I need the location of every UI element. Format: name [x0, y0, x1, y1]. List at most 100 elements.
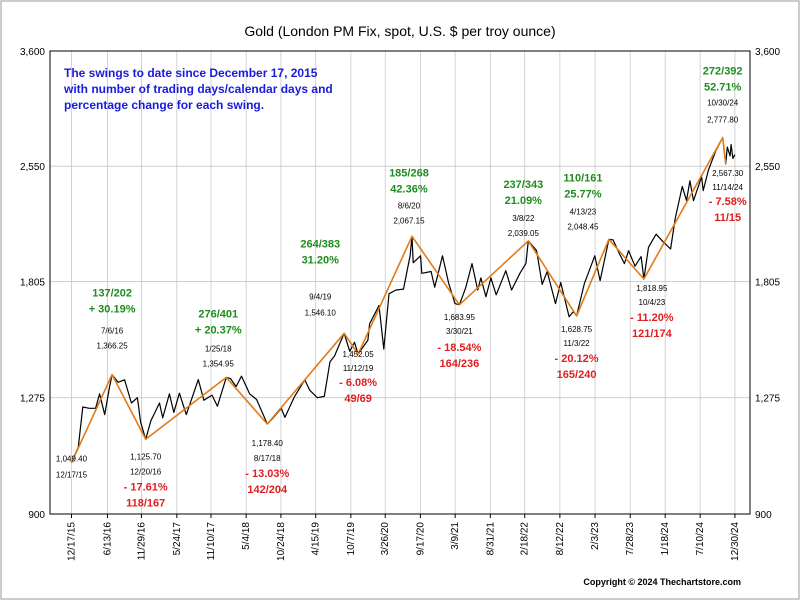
swing-annotation-label: 272/392	[703, 66, 743, 78]
swing-annotation-label: 42.36%	[390, 183, 428, 195]
swing-annotation-label: 4/13/23	[570, 207, 597, 216]
swing-annotation-label: 11/14/24	[712, 183, 743, 192]
x-tick-label: 9/17/20	[415, 522, 426, 556]
y-tick-label-left: 2,550	[20, 162, 45, 173]
swing-annotation-label: 10/30/24	[707, 99, 739, 108]
swing-annotation-label: 1,125.70	[130, 452, 162, 461]
swing-annotation-label: 1,683.95	[444, 313, 476, 322]
x-tick-label: 5/24/17	[172, 522, 183, 556]
swing-annotation-label: 110/161	[563, 172, 602, 184]
swing-annotation-label: 11/15	[714, 212, 741, 224]
swing-annotation-label: 276/401	[198, 308, 238, 320]
swing-annotation-label: 3/8/22	[512, 214, 535, 223]
y-tick-label-left: 1,805	[20, 278, 45, 289]
swing-annotation-label: - 20.12%	[555, 353, 599, 365]
note-line-3: percentage change for each swing.	[64, 98, 264, 112]
x-tick-label: 11/10/17	[206, 522, 217, 561]
swing-annotation-label: + 20.37%	[195, 324, 242, 336]
x-tick-label: 5/4/18	[241, 522, 252, 550]
x-tick-label: 3/9/21	[450, 522, 461, 550]
y-tick-label-left: 900	[28, 510, 45, 521]
x-tick-label: 2/18/22	[520, 522, 531, 556]
y-tick-label-left: 1,275	[20, 394, 45, 405]
swing-annotation-label: 1,818.95	[636, 284, 668, 293]
x-tick-label: 8/12/22	[555, 522, 566, 556]
swing-annotation-label: 21.09%	[505, 195, 543, 207]
swing-annotation-label: 12/17/15	[56, 471, 88, 480]
x-tick-label: 10/7/19	[346, 522, 357, 556]
swing-annotation-label: 12/20/16	[130, 467, 162, 476]
swing-annotation-label: 118/167	[126, 497, 165, 509]
swing-annotation-label: 1/25/18	[205, 344, 232, 353]
x-tick-label: 12/17/15	[67, 522, 78, 561]
axis-layer: 900 900 1,275 1,275 1,805 1,805 2,550 2,550 3,60…	[20, 47, 780, 561]
note-line-2: with number of trading days/calendar day…	[63, 82, 333, 96]
swing-annotation-label: 52.71%	[704, 82, 742, 94]
y-tick-label-left: 3,600	[20, 47, 45, 58]
swing-annotation-label: - 13.03%	[245, 468, 289, 480]
swing-annotation-label: 1,366.25	[97, 342, 129, 351]
copyright-text: Copyright © 2024 Thechartstore.com	[583, 577, 741, 587]
swing-annotation-label: - 7.58%	[709, 196, 747, 208]
x-tick-label: 4/15/19	[311, 522, 322, 556]
swing-annotation-label: 2,039.05	[508, 229, 540, 238]
swing-annotation-label: 121/174	[632, 328, 673, 340]
gold-price-line	[70, 137, 736, 463]
swing-annotation-label: 1,546.10	[305, 308, 337, 317]
chart-title: Gold (London PM Fix, spot, U.S. $ per tr…	[244, 23, 555, 39]
swing-annotation-label: 185/268	[389, 167, 429, 179]
swing-annotation-label: 1,354.95	[203, 359, 235, 368]
series-layer	[70, 136, 736, 464]
swing-annotation-label: 7/6/16	[101, 327, 124, 336]
swing-annotation-label: 31.20%	[302, 254, 340, 266]
x-tick-label: 3/26/20	[380, 522, 391, 556]
swing-annotation-label: 9/4/19	[309, 292, 332, 301]
y-tick-label-right: 900	[755, 510, 772, 521]
swing-annotation-label: 2,567.30	[712, 169, 744, 178]
swing-trend-line	[70, 136, 727, 464]
swing-annotation-label: 237/343	[503, 179, 543, 191]
swing-annotation-label: 1,452.05	[343, 350, 375, 359]
swing-annotation-label: 165/240	[557, 369, 597, 381]
annotation-layer: 1,049.40 12/17/15 137/202 + 30.19% 7/6/16 1,3…	[56, 66, 747, 510]
swing-annotation-label: 137/202	[92, 288, 132, 300]
swing-annotation-label: 1,178.40	[252, 439, 284, 448]
swing-annotation-label: 25.77%	[564, 188, 602, 200]
swing-annotation-label: 8/17/18	[254, 454, 281, 463]
swing-annotation-label: 49/69	[344, 393, 372, 405]
swing-annotation-label: - 17.61%	[124, 481, 168, 493]
y-tick-label-right: 2,550	[755, 162, 780, 173]
swing-annotation-label: 1,049.40	[56, 455, 88, 464]
y-tick-label-right: 1,275	[755, 394, 780, 405]
swing-annotation-label: 10/4/23	[639, 298, 666, 307]
y-tick-label-right: 3,600	[755, 47, 780, 58]
x-tick-label: 11/29/16	[136, 522, 147, 561]
swing-annotation-label: 164/236	[440, 358, 480, 370]
swing-annotation-label: - 11.20%	[630, 312, 674, 324]
x-tick-label: 6/13/16	[102, 522, 113, 556]
swing-annotation-label: 2,777.80	[707, 116, 739, 125]
swing-annotation-label: 142/204	[247, 484, 288, 496]
swing-annotation-label: - 6.08%	[339, 377, 377, 389]
x-tick-label: 7/10/24	[695, 522, 706, 556]
note-line-1: The swings to date since December 17, 20…	[64, 66, 318, 80]
swing-annotation-label: - 18.54%	[437, 342, 481, 354]
x-tick-label: 7/28/23	[625, 522, 636, 556]
x-tick-label: 8/31/21	[485, 522, 496, 556]
swing-annotation-label: 3/30/21	[446, 327, 473, 336]
x-tick-label: 10/24/18	[276, 522, 287, 561]
swing-annotation-label: 2,048.45	[567, 222, 599, 231]
x-tick-label: 2/3/23	[590, 522, 601, 550]
swing-annotation-label: 11/12/19	[343, 364, 374, 373]
swing-annotation-label: 11/3/22	[564, 339, 591, 348]
swing-annotation-label: 8/6/20	[398, 201, 421, 210]
swing-annotation-label: 1,628.75	[561, 325, 593, 334]
y-tick-label-right: 1,805	[755, 278, 780, 289]
x-tick-label: 1/18/24	[660, 522, 671, 556]
swing-annotation-label: 264/383	[300, 238, 340, 250]
swing-annotation-label: 2,067.15	[393, 216, 425, 225]
x-tick-label: 12/30/24	[730, 522, 741, 561]
